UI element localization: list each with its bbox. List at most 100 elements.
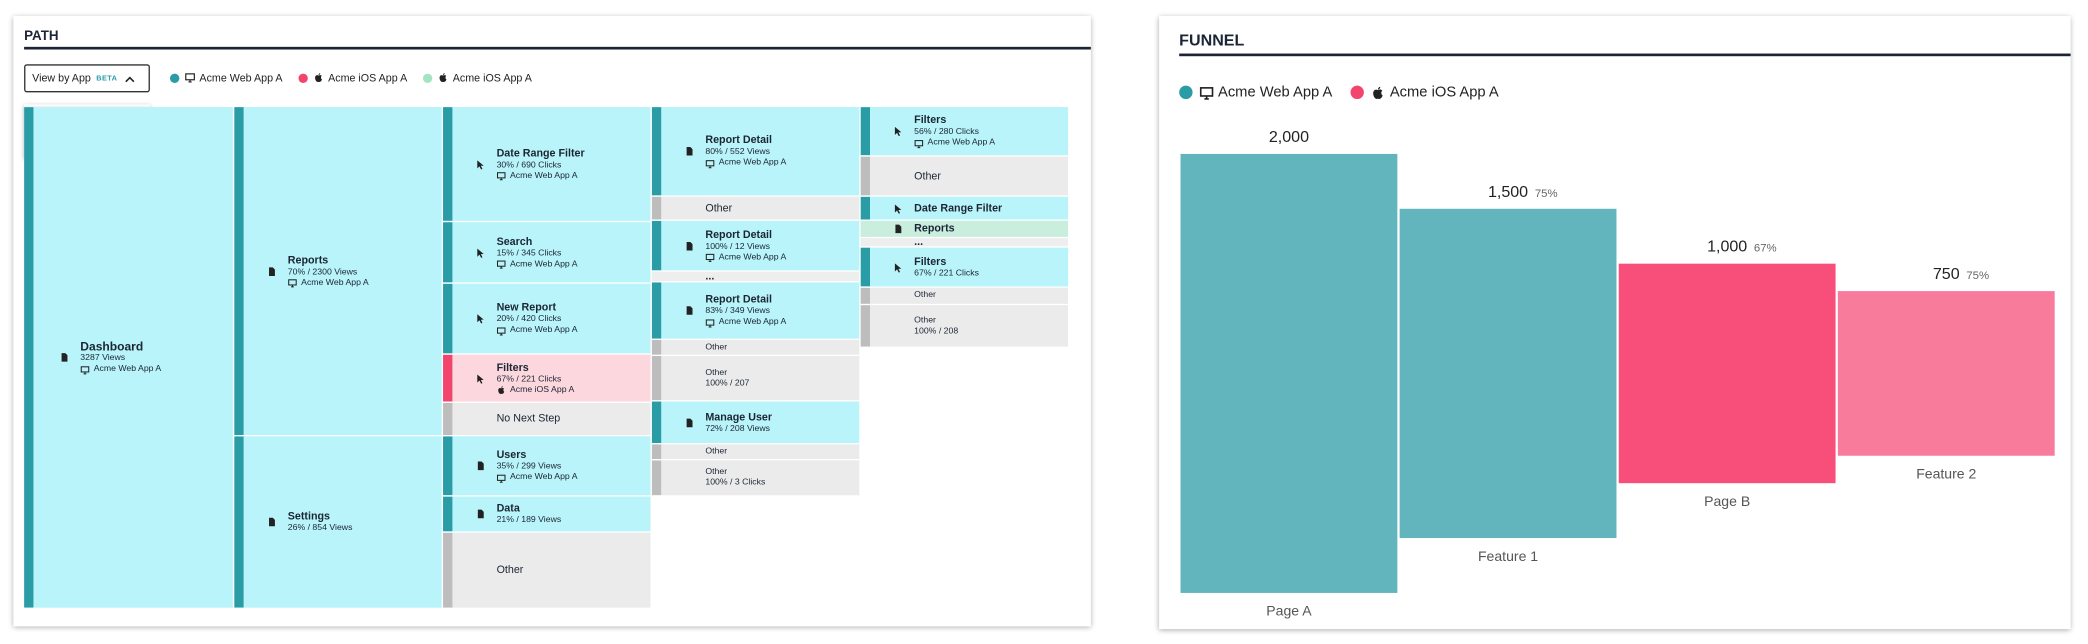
node-text: Report Detail 83% / 349 Views Acme Web App… <box>705 282 786 338</box>
node-label: Other <box>914 290 936 300</box>
node-stat: 26% / 854 Views <box>287 523 353 533</box>
node-text: Data 21% / 189 Views <box>497 497 562 532</box>
node-label: Users <box>496 448 527 461</box>
title-rule <box>24 46 1091 50</box>
category-label: Page A <box>1266 603 1312 619</box>
page <box>269 266 275 276</box>
path-node[interactable]: Dashboard 3287 Views Acme Web App A <box>24 107 233 609</box>
node-label: Date Range Filter <box>496 146 585 159</box>
category-label: Page B <box>1704 493 1750 509</box>
path-node[interactable]: Date Range Filter 30% / 690 Clicks Acme We… <box>443 107 651 223</box>
category-label: Feature 1 <box>1478 548 1538 564</box>
path-node[interactable]: Settings 26% / 854 Views <box>234 436 442 609</box>
stand <box>83 371 87 374</box>
monitor <box>914 139 924 146</box>
funnel-bar[interactable] <box>1837 291 2055 456</box>
path-node[interactable]: Report Detail 83% / 349 Views Acme Web App… <box>651 282 860 340</box>
path-node[interactable]: Filters 67% / 221 Clicks Acme iOS App A <box>443 354 651 403</box>
path-node[interactable]: Report Detail 80% / 552 Views Acme Web App… <box>651 107 860 197</box>
view-dropdown[interactable]: View by App BETA <box>24 64 150 93</box>
path-node[interactable]: Reports 70% / 2300 Views Acme Web App A <box>234 107 442 437</box>
ios-icon <box>315 73 323 82</box>
path-node[interactable]: Manage User 72% / 208 Views <box>651 401 860 445</box>
page <box>477 509 484 519</box>
path-legend: Acme Web App A Acme iOS App A Acme iOS App… <box>169 70 532 86</box>
path-node[interactable]: Other <box>860 287 1069 306</box>
path-node[interactable]: Other <box>443 532 651 609</box>
funnel-bar[interactable] <box>1180 153 1398 593</box>
page <box>61 353 68 362</box>
node-stat: 100% / 12 Views <box>705 241 771 251</box>
path-node[interactable]: Other 100% / 208 <box>860 305 1069 348</box>
path-node[interactable]: Other 100% / 207 <box>651 356 860 402</box>
web-icon <box>705 159 715 168</box>
page <box>686 418 693 427</box>
node-text: ... <box>914 238 923 246</box>
node-stat: 70% / 2300 Views <box>287 267 358 277</box>
node-label: Search <box>496 234 533 247</box>
apple <box>498 386 505 394</box>
path-node[interactable]: New Report 20% / 420 Clicks Acme Web App A <box>443 283 651 355</box>
node-text: Report Detail 80% / 552 Views Acme Web App… <box>705 107 786 195</box>
path-node[interactable]: Report Detail 100% / 12 Views Acme Web App… <box>651 220 860 272</box>
node-bar <box>443 354 453 402</box>
path-node[interactable]: Other <box>651 444 860 461</box>
path-node[interactable]: Other <box>651 339 860 357</box>
page-icon <box>686 146 693 156</box>
node-text: Settings 26% / 854 Views <box>288 436 353 607</box>
path-node[interactable]: Search 15% / 345 Clicks Acme Web App A <box>443 222 651 284</box>
node-bar <box>651 107 662 196</box>
monitor <box>288 279 297 286</box>
node-text: ... <box>705 272 714 281</box>
page <box>477 461 484 471</box>
path-node[interactable]: Other 100% / 3 Clicks <box>651 460 860 497</box>
legend-dot <box>423 72 433 83</box>
node-stat: 3287 Views <box>80 353 126 363</box>
web-icon <box>496 474 506 483</box>
app-name: Acme Web App A <box>718 157 787 168</box>
path-node[interactable]: Users 35% / 299 Views Acme Web App A <box>443 436 651 497</box>
node-label: Other <box>914 169 941 182</box>
path-node[interactable]: Other <box>651 196 860 221</box>
node-label: New Report <box>496 301 557 314</box>
funnel-bar[interactable] <box>1618 263 1836 484</box>
path-node[interactable]: No Next Step <box>443 402 651 437</box>
path-node[interactable]: Data 21% / 189 Views <box>443 496 651 533</box>
monitor <box>705 253 715 261</box>
node-label: Report Detail <box>705 133 773 146</box>
value-label: 1,000 <box>1707 238 1747 256</box>
page-icon <box>269 266 275 276</box>
node-bar <box>443 532 453 608</box>
click-icon <box>477 314 484 324</box>
legend-label: Acme Web App A <box>199 71 283 84</box>
path-node[interactable]: ... <box>860 238 1069 248</box>
node-bar <box>234 436 244 608</box>
legend-dot <box>169 72 180 83</box>
path-node[interactable]: Filters 56% / 280 Clicks Acme Web App A <box>860 107 1069 157</box>
value-label: 1,500 <box>1488 183 1528 201</box>
node-text: Other <box>705 340 727 355</box>
path-node[interactable]: ... <box>651 271 860 283</box>
page-icon <box>477 509 484 519</box>
node-label: Other <box>496 563 524 576</box>
node-app: Acme Web App A <box>705 317 786 328</box>
stand <box>188 79 192 83</box>
path-node[interactable]: Other <box>860 156 1069 197</box>
node-bar <box>651 339 662 355</box>
app-name: Acme Web App A <box>509 258 578 269</box>
web-icon <box>496 326 506 335</box>
node-text: Date Range Filter 30% / 690 Clicks Acme We… <box>497 107 585 221</box>
web-icon <box>705 253 715 262</box>
path-node[interactable]: Reports <box>860 220 1069 239</box>
node-bar <box>860 305 870 347</box>
funnel-bar[interactable] <box>1399 208 1617 539</box>
node-bar <box>443 496 453 532</box>
page-icon <box>895 224 902 234</box>
path-node[interactable]: Filters 67% / 221 Clicks <box>860 247 1069 288</box>
legend-item: Acme iOS App A <box>1351 83 1499 102</box>
ios-icon <box>498 386 505 394</box>
node-stat: 100% / 3 Clicks <box>705 477 766 488</box>
badge: BETA <box>96 74 118 83</box>
path-node[interactable]: Date Range Filter <box>860 196 1069 221</box>
stand <box>1204 95 1209 100</box>
